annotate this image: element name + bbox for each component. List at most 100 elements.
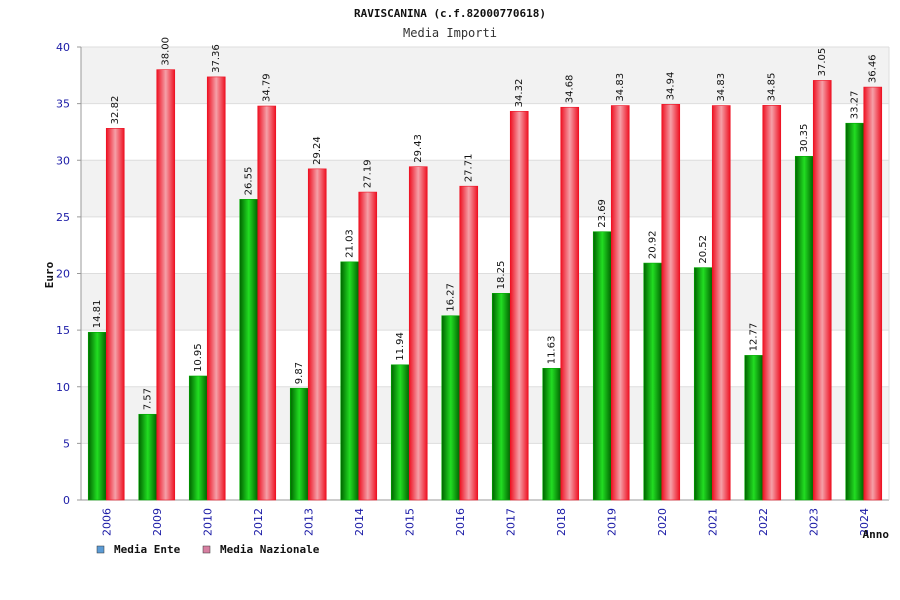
x-axis-label: Anno <box>863 528 890 541</box>
legend-label-nazionale: Media Nazionale <box>220 543 320 556</box>
x-tick-label: 2009 <box>151 508 164 536</box>
x-tick-label: 2022 <box>757 508 770 536</box>
chart-subtitle: Media Importi <box>403 26 497 40</box>
value-label-ente: 21.03 <box>345 229 356 258</box>
x-tick-label: 2020 <box>656 508 669 536</box>
x-tick-label: 2012 <box>252 508 265 536</box>
value-label-nazionale: 34.83 <box>615 73 626 102</box>
value-label-nazionale: 29.24 <box>312 136 323 165</box>
value-label-ente: 11.63 <box>547 336 558 365</box>
x-tick-label: 2018 <box>555 508 568 536</box>
chart-title: RAVISCANINA (c.f.82000770618) <box>354 7 546 20</box>
x-tick-label: 2014 <box>353 508 366 536</box>
value-label-nazionale: 34.79 <box>262 73 273 102</box>
bar-media-nazionale <box>610 105 630 501</box>
value-label-nazionale: 34.68 <box>565 75 576 104</box>
bar-media-nazionale <box>105 128 125 501</box>
bar-media-ente <box>340 261 360 501</box>
x-tick-label: 2016 <box>454 508 467 536</box>
bar-media-ente <box>693 267 713 501</box>
x-tick-label: 2010 <box>201 508 214 536</box>
y-axis-label: Euro <box>43 261 56 288</box>
value-labels: 14.81 32.82 7.57 38.00 10.95 37.36 26.55 34.79 9… <box>92 37 879 410</box>
value-label-ente: 33.27 <box>850 91 861 120</box>
y-tick-label: 15 <box>56 324 70 337</box>
value-label-ente: 12.77 <box>749 323 760 352</box>
x-tick-label: 2006 <box>100 508 113 536</box>
legend: Media Ente Media Nazionale <box>96 543 320 556</box>
bar-media-nazionale <box>812 80 832 501</box>
value-label-nazionale: 29.43 <box>413 134 424 163</box>
bar-media-ente <box>289 387 309 501</box>
bar-media-nazionale <box>509 111 529 501</box>
bar-media-ente <box>592 231 612 501</box>
x-tick-label: 2017 <box>504 508 517 536</box>
bar-media-ente <box>138 413 158 501</box>
bar-media-ente <box>491 293 511 501</box>
bar-media-nazionale <box>206 76 226 501</box>
bar-media-nazionale <box>459 185 479 501</box>
value-label-nazionale: 27.71 <box>464 154 475 183</box>
y-tick-label: 20 <box>56 268 70 281</box>
bar-media-ente <box>441 315 461 501</box>
value-label-nazionale: 32.82 <box>110 96 121 125</box>
value-label-ente: 14.81 <box>92 300 103 329</box>
legend-label-ente: Media Ente <box>114 543 181 556</box>
bar-media-ente <box>744 355 764 501</box>
value-label-ente: 26.55 <box>244 167 255 196</box>
value-label-nazionale: 36.46 <box>868 54 879 83</box>
y-axis-ticks: 0 5 10 15 20 25 30 35 40 <box>56 41 81 507</box>
y-tick-label: 25 <box>56 211 70 224</box>
value-label-nazionale: 37.05 <box>817 48 828 77</box>
bar-media-nazionale <box>762 105 782 501</box>
bar-media-nazionale <box>560 106 580 501</box>
value-label-ente: 16.27 <box>446 283 457 312</box>
bar-media-ente <box>390 364 410 501</box>
bar-media-nazionale <box>307 168 327 501</box>
value-label-ente: 20.92 <box>648 230 659 259</box>
bar-media-nazionale <box>358 191 378 501</box>
value-label-nazionale: 34.83 <box>716 73 727 102</box>
value-label-nazionale: 34.94 <box>666 72 677 101</box>
bar-media-ente <box>87 331 107 501</box>
value-label-ente: 7.57 <box>143 388 154 410</box>
x-tick-label: 2015 <box>403 508 416 536</box>
bar-media-nazionale <box>661 104 681 501</box>
value-label-nazionale: 37.36 <box>211 44 222 73</box>
bar-media-ente <box>239 199 259 501</box>
y-tick-label: 30 <box>56 154 70 167</box>
value-label-ente: 20.52 <box>698 235 709 264</box>
bar-media-ente <box>188 375 208 501</box>
bar-media-nazionale <box>257 105 277 501</box>
bar-media-ente <box>845 122 865 501</box>
bar-media-ente <box>542 367 562 501</box>
y-tick-label: 0 <box>63 494 70 507</box>
value-label-ente: 18.25 <box>496 261 507 290</box>
y-tick-label: 5 <box>63 437 70 450</box>
value-label-ente: 9.87 <box>294 362 305 384</box>
x-tick-label: 2024 <box>858 508 871 536</box>
y-tick-label: 10 <box>56 381 70 394</box>
x-tick-label: 2021 <box>706 508 719 536</box>
value-label-nazionale: 38.00 <box>161 37 172 66</box>
value-label-ente: 11.94 <box>395 332 406 361</box>
x-tick-label: 2023 <box>807 508 820 536</box>
y-tick-label: 40 <box>56 41 70 54</box>
value-label-ente: 23.69 <box>597 199 608 228</box>
legend-swatch-ente <box>96 545 105 554</box>
bar-media-nazionale <box>408 166 428 501</box>
value-label-ente: 30.35 <box>799 124 810 153</box>
value-label-nazionale: 27.19 <box>363 159 374 188</box>
value-label-nazionale: 34.32 <box>514 79 525 108</box>
x-tick-label: 2019 <box>605 508 618 536</box>
x-tick-label: 2013 <box>302 508 315 536</box>
x-axis-ticks: 2006 2009 2010 2012 2013 2014 2015 2016 2017 2018… <box>100 508 871 536</box>
bar-media-ente <box>643 262 663 501</box>
bar-media-nazionale <box>711 105 731 501</box>
legend-swatch-nazionale <box>202 545 211 554</box>
y-tick-label: 35 <box>56 98 70 111</box>
value-label-nazionale: 34.85 <box>767 73 778 102</box>
bar-media-nazionale <box>863 86 883 501</box>
bar-media-nazionale <box>156 69 176 501</box>
